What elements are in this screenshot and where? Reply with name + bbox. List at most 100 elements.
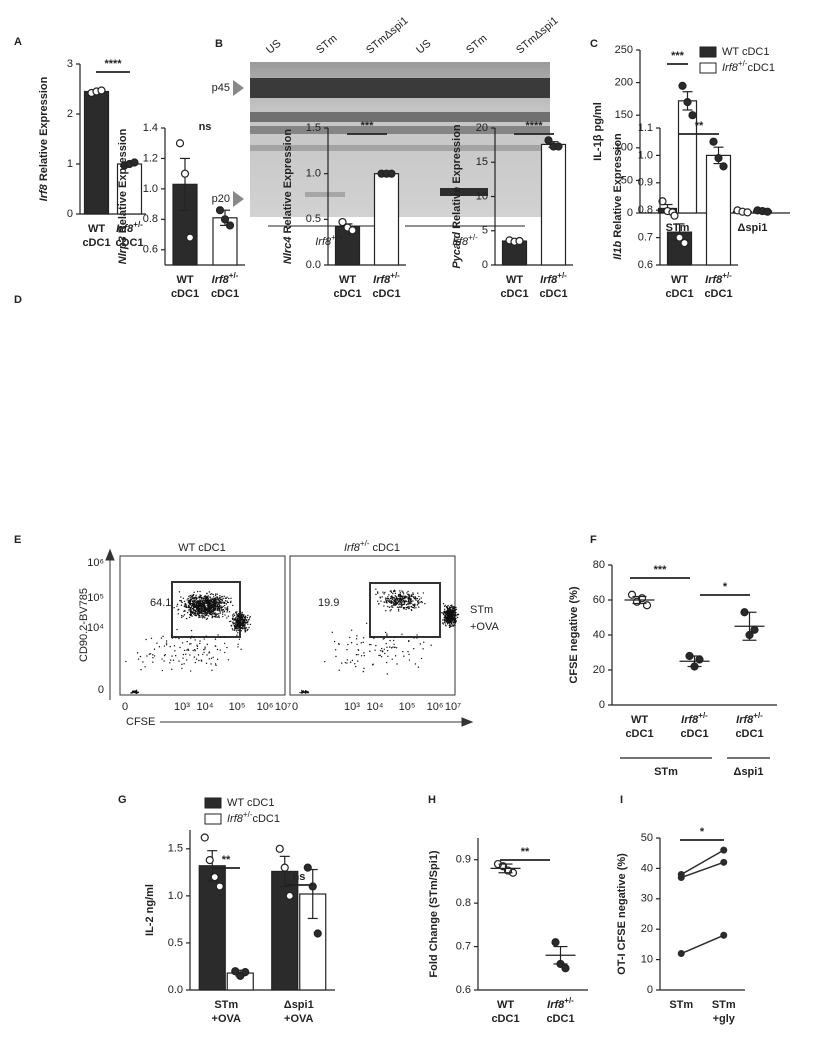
event-dot: [220, 608, 223, 610]
x-tick-label: WT: [631, 714, 648, 726]
event-dot: [189, 670, 192, 672]
event-dot: [387, 605, 389, 608]
flow-x-tick-label: 10⁴: [197, 701, 214, 713]
event-dot: [383, 648, 385, 651]
data-point: [763, 207, 772, 216]
event-dot: [400, 605, 403, 607]
event-dot: [195, 594, 197, 597]
y-tick-label: 1.0: [638, 149, 653, 161]
y-axis-label: IL-1β pg/ml: [592, 102, 604, 161]
event-dot: [447, 614, 450, 617]
legend-label: Irf8+/-cDC1: [227, 810, 280, 825]
event-dot: [198, 603, 200, 605]
event-dot: [242, 622, 244, 625]
event-dot: [181, 667, 183, 670]
event-dot: [447, 619, 449, 622]
event-dot: [403, 606, 406, 609]
x-tick-label: Irf8+/-: [212, 271, 239, 286]
x-tick-label: STm: [214, 999, 238, 1011]
y-tick-label: 0.5: [168, 937, 183, 949]
event-dot: [228, 597, 230, 600]
event-dot: [226, 600, 228, 602]
event-dot: [204, 648, 206, 650]
event-dot: [222, 615, 224, 618]
data-point: [627, 590, 637, 599]
event-dot: [197, 607, 200, 610]
event-dot: [386, 633, 388, 635]
event-dot: [455, 608, 457, 610]
event-dot: [241, 619, 244, 621]
y-tick-label: 0.6: [638, 259, 653, 271]
event-dot: [186, 599, 188, 601]
event-dot: [232, 604, 234, 607]
event-dot: [455, 606, 457, 609]
event-dot: [385, 642, 387, 645]
event-dot: [225, 597, 227, 600]
event-dot: [249, 616, 251, 618]
y-tick-label: 0.5: [306, 213, 321, 225]
event-dot: [186, 649, 188, 651]
event-dot: [214, 594, 217, 597]
event-dot: [377, 603, 380, 605]
event-dot: [407, 597, 409, 600]
event-dot: [380, 600, 382, 602]
event-dot: [210, 657, 213, 660]
y-tick-label: 20: [476, 122, 488, 134]
event-dot: [156, 642, 158, 644]
event-dot: [356, 635, 358, 637]
event-dot: [446, 615, 449, 617]
significance-label: ***: [361, 120, 375, 132]
event-dot: [413, 603, 416, 606]
event-dot: [188, 595, 190, 598]
x-tick-label: cDC1: [704, 288, 732, 300]
event-dot: [220, 598, 222, 601]
data-point: [275, 844, 284, 853]
event-dot: [415, 599, 417, 601]
event-dot: [212, 600, 214, 603]
event-dot: [197, 610, 199, 613]
event-dot: [453, 617, 456, 619]
event-dot: [410, 594, 412, 597]
event-dot: [404, 602, 406, 604]
event-dot: [304, 690, 307, 693]
y-tick-label: 10: [476, 190, 488, 202]
event-dot: [201, 614, 203, 617]
pair-line: [680, 849, 725, 876]
event-dot: [196, 590, 199, 593]
event-dot: [209, 608, 211, 611]
event-dot: [445, 610, 447, 613]
event-dot: [450, 614, 452, 616]
significance-label: ***: [654, 564, 668, 576]
event-dot: [386, 597, 388, 600]
event-dot: [416, 634, 418, 636]
legend-swatch: [699, 62, 717, 74]
event-dot: [412, 603, 414, 606]
event-dot: [243, 624, 245, 627]
event-dot: [445, 620, 447, 622]
event-dot: [407, 593, 409, 596]
event-dot: [405, 603, 408, 606]
event-dot: [375, 593, 377, 596]
event-dot: [226, 646, 228, 649]
event-dot: [212, 609, 215, 612]
event-dot: [396, 663, 398, 665]
event-dot: [385, 601, 388, 603]
event-dot: [355, 665, 357, 668]
event-dot: [443, 618, 445, 621]
data-point: [544, 136, 553, 145]
event-dot: [400, 606, 402, 609]
event-dot: [443, 619, 446, 622]
event-dot: [140, 668, 142, 671]
event-dot: [191, 635, 193, 638]
event-dot: [412, 648, 415, 650]
event-dot: [186, 640, 188, 643]
event-dot: [240, 617, 243, 619]
event-dot: [397, 610, 400, 612]
y-tick-label: 250: [615, 44, 633, 56]
event-dot: [194, 661, 197, 664]
data-point: [670, 211, 679, 220]
x-tick-label: cDC1: [211, 288, 239, 300]
event-dot: [184, 602, 186, 605]
event-dot: [233, 624, 236, 627]
event-dot: [203, 595, 205, 598]
